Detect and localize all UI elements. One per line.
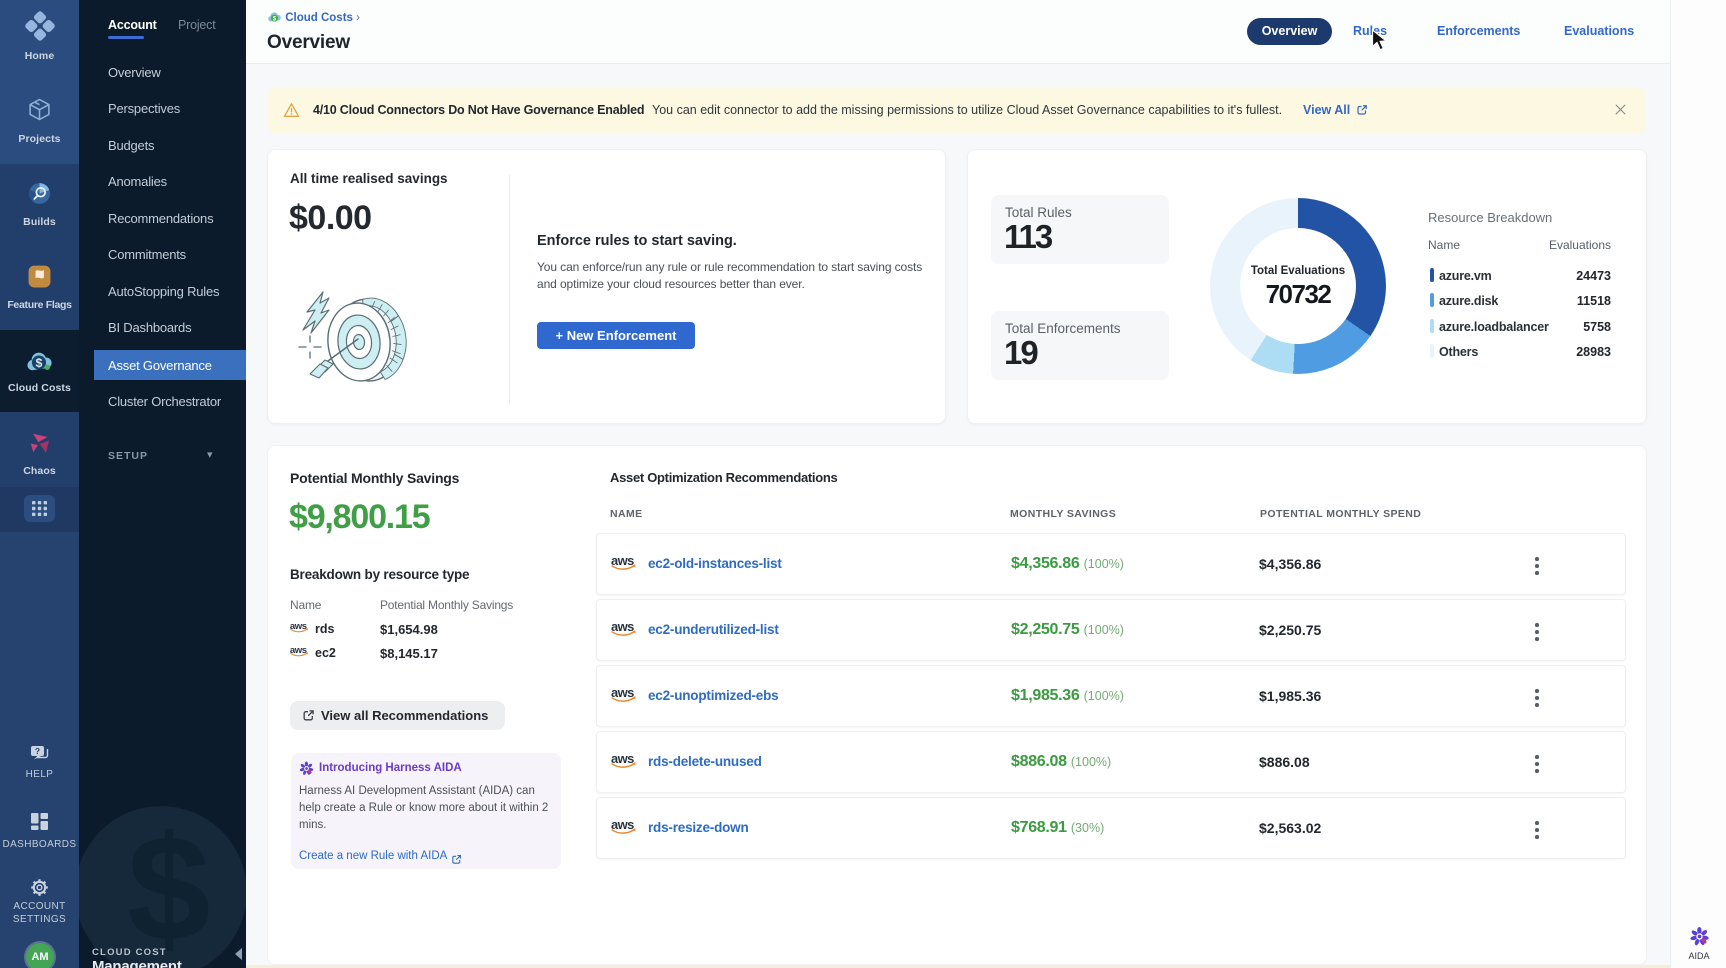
svg-text:aws: aws	[290, 621, 307, 632]
svg-text:aws: aws	[290, 645, 307, 656]
svg-text:$: $	[273, 15, 277, 22]
svg-text:aws: aws	[611, 553, 634, 568]
svg-text:aws: aws	[611, 751, 634, 766]
svg-text:aws: aws	[611, 685, 634, 700]
svg-text:$: $	[36, 356, 43, 370]
svg-text:?: ?	[34, 746, 39, 756]
svg-text:aws: aws	[611, 817, 634, 832]
svg-text:aws: aws	[611, 619, 634, 634]
